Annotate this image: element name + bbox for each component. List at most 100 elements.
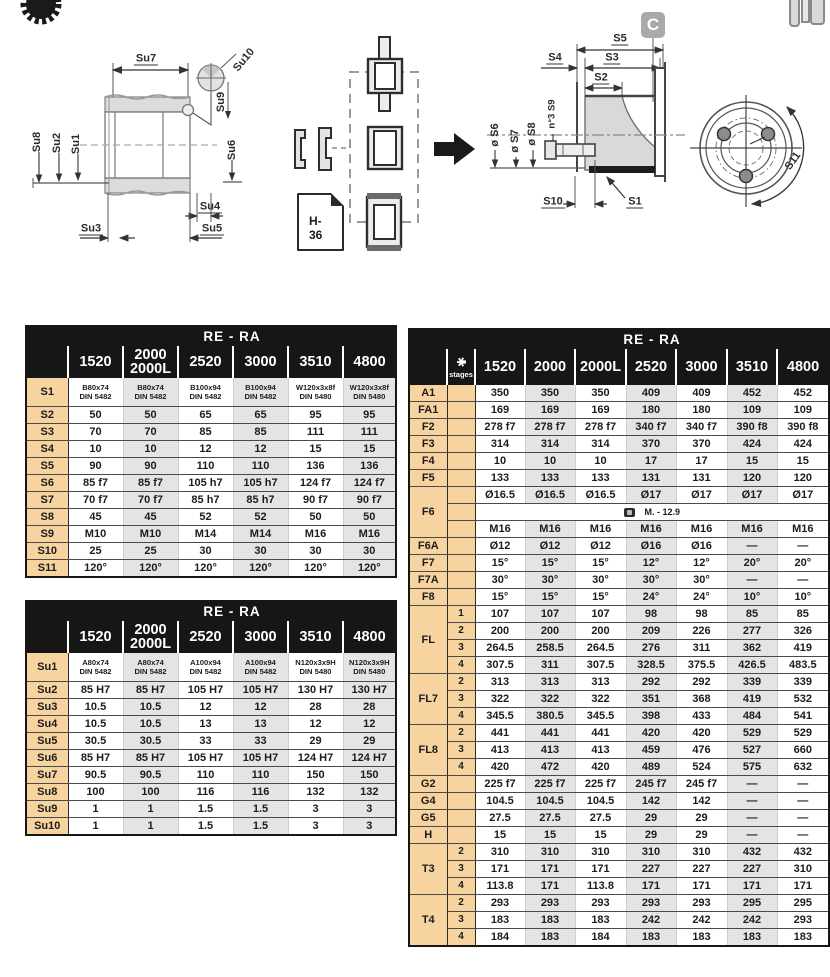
table-cell: 183	[574, 911, 626, 929]
table-cell: 484	[726, 707, 777, 725]
table-cell: 30	[232, 542, 288, 560]
table-cell: 13	[177, 715, 233, 733]
s-dimensions-table: RE - RA 1520 2000 2000L 2520 3000 3510 4800 S1 B…	[25, 325, 398, 578]
table-cell: 311	[675, 639, 727, 657]
table-cell: 313	[524, 673, 575, 691]
table-cell: 380.5	[524, 707, 575, 725]
table-cell: 133	[474, 469, 525, 487]
table-cell: 10	[524, 452, 575, 470]
row-label: F7A	[409, 571, 448, 589]
table-cell: 184	[574, 928, 626, 947]
row-label: S2	[26, 406, 69, 424]
table-cell: —	[776, 775, 830, 793]
table-cell: 183	[776, 928, 830, 947]
table-cell: 30	[287, 542, 343, 560]
table-cell: 130 H7	[342, 681, 397, 699]
table-cell: 90	[67, 457, 123, 475]
table-cell: 70 f7	[67, 491, 123, 509]
row-label: S11	[26, 559, 69, 578]
table-cell: 180	[625, 401, 676, 419]
table-cell: 27.5	[574, 809, 626, 827]
table-cell: 420	[675, 724, 727, 742]
dim-label-su3: Su3	[78, 222, 104, 236]
table-cell: 489	[625, 758, 676, 776]
table-cell: —	[726, 826, 777, 844]
table-cell: 12	[287, 715, 343, 733]
table-cell: 110	[177, 766, 233, 784]
table-cell: 420	[574, 758, 626, 776]
table-cell: 90.5	[122, 766, 178, 784]
table-cell: 276	[625, 639, 676, 657]
column-header: 1520	[474, 349, 525, 385]
table-cell: 15°	[524, 554, 575, 572]
table-cell: 124 H7	[342, 749, 397, 767]
stage-cell: 3	[446, 911, 476, 929]
table-cell: 183	[675, 928, 727, 947]
row-label: FA1	[409, 401, 448, 419]
table-cell: 1.5	[177, 800, 233, 818]
table-cell: 116	[232, 783, 288, 801]
table-cell: Ø16.5	[574, 486, 626, 504]
stage-cell	[446, 792, 476, 810]
table-cell: 1	[67, 800, 123, 818]
table-cell: A80x74 DIN 5482	[67, 653, 123, 682]
table-cell: 390 f8	[726, 418, 777, 436]
table-cell: Ø17	[776, 486, 830, 504]
table-cell: Ø17	[726, 486, 777, 504]
table-cell: W120x3x8f DIN 5480	[287, 378, 343, 407]
table-cell: 17	[625, 452, 676, 470]
stage-cell	[446, 452, 476, 470]
table-cell: 413	[524, 741, 575, 759]
table-cell: 278 f7	[574, 418, 626, 436]
table-title: RE - RA	[409, 329, 830, 349]
column-header: 4800	[341, 346, 397, 378]
table-cell: 225 f7	[524, 775, 575, 793]
table-cell: N120x3x9H DIN 5480	[287, 653, 343, 682]
table-cell: 258.5	[524, 639, 575, 657]
table-cell: 529	[776, 724, 830, 742]
table-cell: 90.5	[67, 766, 123, 784]
column-header: 2000 2000L	[122, 621, 178, 653]
row-label: S5	[26, 457, 69, 475]
table-cell: 124 f7	[287, 474, 343, 492]
table-cell: 85 h7	[232, 491, 288, 509]
table-cell: 310	[474, 843, 525, 861]
table-cell: 225 f7	[574, 775, 626, 793]
row-label: F5	[409, 469, 448, 487]
table-cell: 65	[232, 406, 288, 424]
table-cell: M16	[726, 520, 777, 538]
table-cell: 420	[625, 724, 676, 742]
table-cell: 322	[524, 690, 575, 708]
table-cell: 340 f7	[675, 418, 727, 436]
dim-label-s7: ø S7	[509, 129, 521, 153]
dim-label-su5: Su5	[199, 222, 225, 236]
header-corner	[26, 621, 68, 653]
table-cell: 109	[726, 401, 777, 419]
table-cell: B100x94 DIN 5482	[232, 378, 288, 407]
table-cell: 264.5	[474, 639, 525, 657]
row-label: T3	[409, 843, 448, 895]
table-cell: 27.5	[524, 809, 575, 827]
table-cell: 314	[524, 435, 575, 453]
table-cell: 45	[122, 508, 178, 526]
row-label: S7	[26, 491, 69, 509]
table-cell: Ø16.5	[524, 486, 575, 504]
table-cell: 110	[177, 457, 233, 475]
table-cell: 120°	[232, 559, 288, 578]
column-header: 2000 2000L	[122, 346, 178, 378]
stage-cell	[446, 418, 476, 436]
stage-cell: 1	[446, 605, 476, 623]
table-cell: 85 H7	[122, 749, 178, 767]
table-cell: 30.5	[122, 732, 178, 750]
table-cell: 10	[67, 440, 123, 458]
table-cell: 209	[625, 622, 676, 640]
table-cell: Ø12	[574, 537, 626, 555]
dim-label-s5: S5	[611, 32, 629, 46]
table-title: RE - RA	[26, 601, 397, 621]
dim-label-s4: S4	[546, 51, 564, 65]
dim-label-s3: S3	[603, 51, 621, 65]
row-label: F6	[409, 486, 448, 538]
table-cell: 293	[474, 894, 525, 912]
row-label: Su3	[26, 698, 69, 716]
